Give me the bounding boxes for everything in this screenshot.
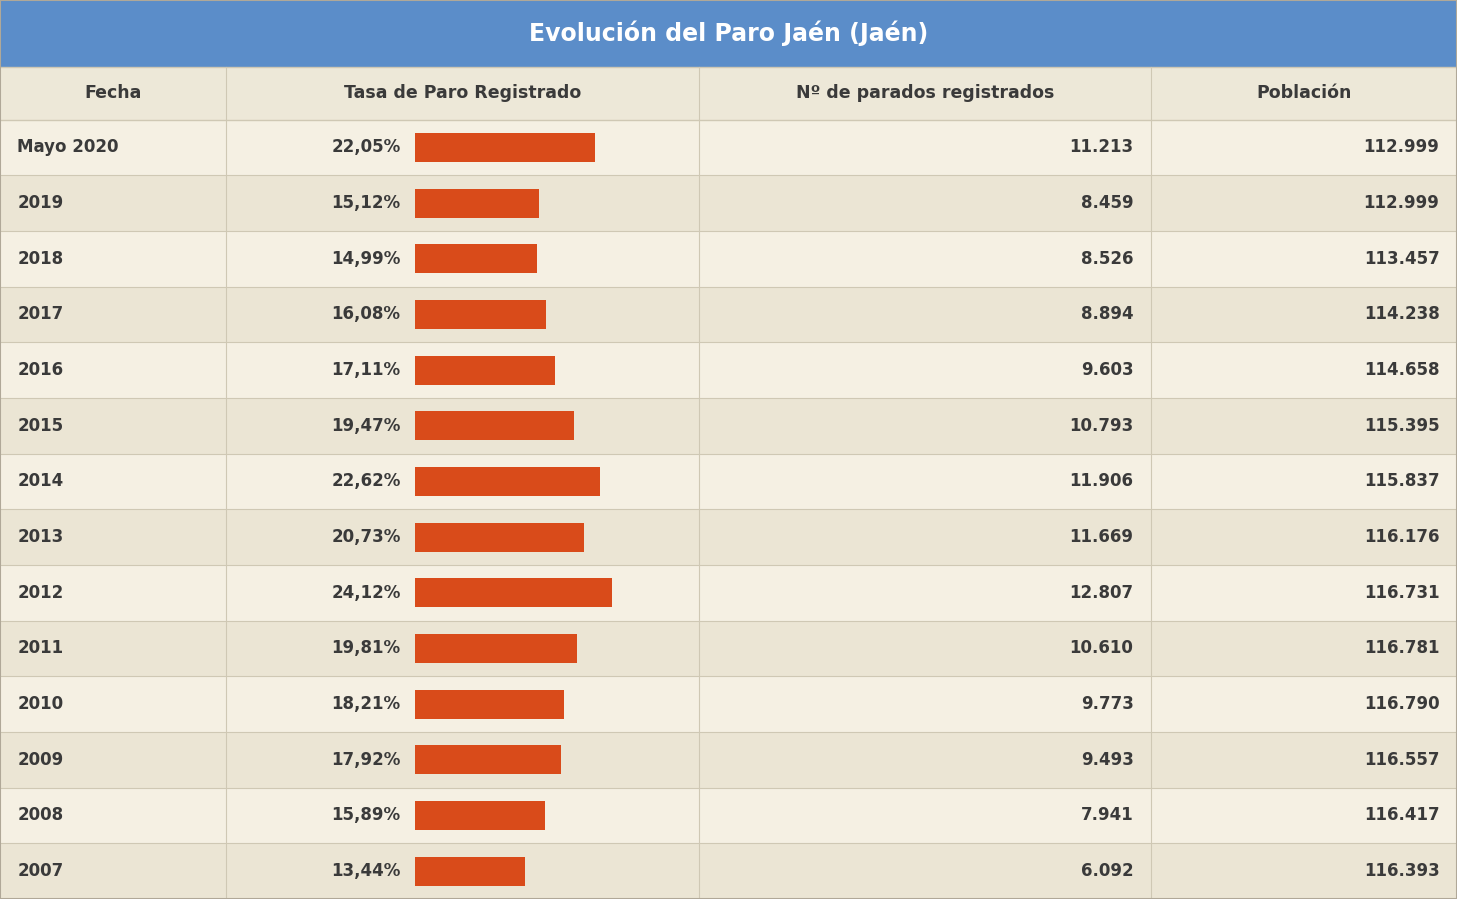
Text: 19,47%: 19,47% [331, 417, 401, 435]
Text: 15,89%: 15,89% [332, 806, 401, 824]
FancyBboxPatch shape [415, 300, 546, 329]
Text: 22,05%: 22,05% [331, 138, 401, 156]
Text: 116.557: 116.557 [1364, 751, 1440, 769]
Text: Fecha: Fecha [85, 85, 141, 102]
Text: 114.238: 114.238 [1364, 306, 1440, 324]
Text: 17,92%: 17,92% [331, 751, 401, 769]
FancyBboxPatch shape [415, 745, 561, 774]
Text: 17,11%: 17,11% [332, 361, 401, 379]
Text: 116.781: 116.781 [1364, 639, 1440, 657]
Text: 11.213: 11.213 [1069, 138, 1134, 156]
Text: 116.790: 116.790 [1364, 695, 1440, 713]
Text: 2015: 2015 [17, 417, 64, 435]
Text: 8.894: 8.894 [1081, 306, 1134, 324]
Text: 2009: 2009 [17, 751, 64, 769]
FancyBboxPatch shape [0, 67, 1457, 120]
Text: 15,12%: 15,12% [332, 194, 401, 212]
Text: 2007: 2007 [17, 862, 64, 880]
Text: 2012: 2012 [17, 583, 64, 601]
FancyBboxPatch shape [415, 801, 545, 830]
FancyBboxPatch shape [0, 788, 1457, 843]
Text: 2018: 2018 [17, 250, 64, 268]
Text: 115.837: 115.837 [1364, 473, 1440, 491]
Text: 2013: 2013 [17, 528, 64, 546]
FancyBboxPatch shape [415, 133, 594, 162]
FancyBboxPatch shape [415, 857, 525, 886]
FancyBboxPatch shape [415, 522, 584, 552]
Text: 14,99%: 14,99% [331, 250, 401, 268]
Text: 8.526: 8.526 [1081, 250, 1134, 268]
Text: 116.393: 116.393 [1364, 862, 1440, 880]
FancyBboxPatch shape [0, 732, 1457, 788]
Text: 2014: 2014 [17, 473, 64, 491]
Text: 9.773: 9.773 [1081, 695, 1134, 713]
FancyBboxPatch shape [415, 412, 574, 441]
Text: 2019: 2019 [17, 194, 64, 212]
Text: 13,44%: 13,44% [331, 862, 401, 880]
FancyBboxPatch shape [0, 843, 1457, 899]
Text: 9.493: 9.493 [1081, 751, 1134, 769]
Text: Nº de parados registrados: Nº de parados registrados [796, 85, 1055, 102]
Text: Tasa de Paro Registrado: Tasa de Paro Registrado [344, 85, 581, 102]
Text: 9.603: 9.603 [1081, 361, 1134, 379]
FancyBboxPatch shape [0, 343, 1457, 398]
Text: 20,73%: 20,73% [331, 528, 401, 546]
FancyBboxPatch shape [0, 509, 1457, 565]
Text: 116.731: 116.731 [1364, 583, 1440, 601]
Text: 22,62%: 22,62% [331, 473, 401, 491]
Text: 11.906: 11.906 [1069, 473, 1134, 491]
Text: Evolución del Paro Jaén (Jaén): Evolución del Paro Jaén (Jaén) [529, 21, 928, 47]
Text: 114.658: 114.658 [1364, 361, 1440, 379]
Text: 112.999: 112.999 [1364, 138, 1440, 156]
Text: 11.669: 11.669 [1069, 528, 1134, 546]
FancyBboxPatch shape [415, 245, 538, 273]
FancyBboxPatch shape [415, 578, 612, 607]
Text: 19,81%: 19,81% [332, 639, 401, 657]
Text: 116.417: 116.417 [1364, 806, 1440, 824]
FancyBboxPatch shape [0, 231, 1457, 287]
Text: 2008: 2008 [17, 806, 64, 824]
Text: 7.941: 7.941 [1081, 806, 1134, 824]
FancyBboxPatch shape [0, 287, 1457, 343]
Text: 10.793: 10.793 [1069, 417, 1134, 435]
Text: 116.176: 116.176 [1364, 528, 1440, 546]
Text: 112.999: 112.999 [1364, 194, 1440, 212]
Text: 6.092: 6.092 [1081, 862, 1134, 880]
Text: 2010: 2010 [17, 695, 64, 713]
Text: 10.610: 10.610 [1069, 639, 1134, 657]
Text: 8.459: 8.459 [1081, 194, 1134, 212]
Text: 24,12%: 24,12% [331, 583, 401, 601]
Text: 113.457: 113.457 [1364, 250, 1440, 268]
Text: 2016: 2016 [17, 361, 64, 379]
FancyBboxPatch shape [415, 634, 577, 663]
FancyBboxPatch shape [0, 620, 1457, 676]
FancyBboxPatch shape [415, 467, 600, 496]
Text: Mayo 2020: Mayo 2020 [17, 138, 119, 156]
FancyBboxPatch shape [0, 398, 1457, 454]
FancyBboxPatch shape [415, 356, 555, 385]
Text: 2017: 2017 [17, 306, 64, 324]
FancyBboxPatch shape [0, 676, 1457, 732]
Text: 16,08%: 16,08% [332, 306, 401, 324]
FancyBboxPatch shape [415, 189, 539, 218]
FancyBboxPatch shape [0, 0, 1457, 67]
Text: 2011: 2011 [17, 639, 64, 657]
Text: Población: Población [1256, 85, 1352, 102]
FancyBboxPatch shape [0, 565, 1457, 620]
Text: 12.807: 12.807 [1069, 583, 1134, 601]
FancyBboxPatch shape [0, 175, 1457, 231]
FancyBboxPatch shape [0, 120, 1457, 175]
FancyBboxPatch shape [415, 690, 564, 718]
FancyBboxPatch shape [0, 454, 1457, 509]
Text: 115.395: 115.395 [1364, 417, 1440, 435]
Text: 18,21%: 18,21% [332, 695, 401, 713]
